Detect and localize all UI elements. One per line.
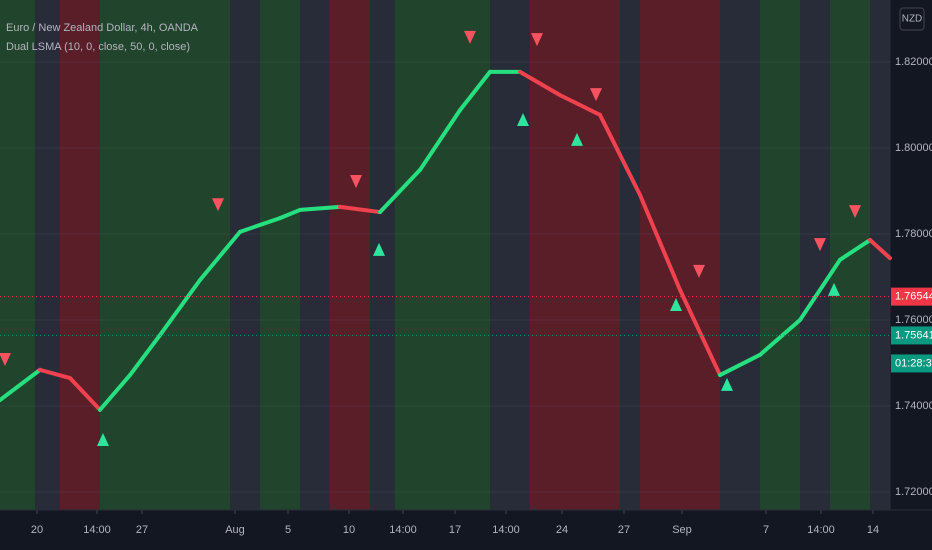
lsma-segment xyxy=(198,229,242,283)
buy-signal xyxy=(670,297,682,311)
buy-signal xyxy=(721,377,733,391)
lsma-segment xyxy=(678,287,722,378)
price-label-box xyxy=(891,326,932,345)
background-band xyxy=(230,0,260,510)
lsma-segment xyxy=(518,69,562,98)
background-band xyxy=(620,0,640,510)
price-label-box xyxy=(891,287,932,306)
lsma-segment xyxy=(238,216,282,234)
background-band xyxy=(0,0,35,510)
y-tick-label: 1.78000 xyxy=(895,228,932,240)
sell-signal xyxy=(531,33,543,47)
x-tick-label: 14:00 xyxy=(83,524,111,536)
lsma-segment xyxy=(758,318,802,357)
lsma-segment xyxy=(598,112,642,197)
background-band xyxy=(870,0,890,510)
indicator-title: Dual LSMA (10, 0, close, 50, 0, close) xyxy=(6,41,190,53)
y-tick-label: 1.82000 xyxy=(895,56,932,68)
background-band xyxy=(330,0,370,510)
lsma-segment xyxy=(378,167,422,215)
lsma-segment xyxy=(98,373,132,412)
sell-signal xyxy=(814,238,826,252)
y-tick-label: 1.74000 xyxy=(895,400,932,412)
symbol-title: Euro / New Zealand Dollar, 4h, OANDA xyxy=(6,22,199,34)
lsma-segment xyxy=(0,367,42,402)
buy-signal xyxy=(571,132,583,146)
buy-signal xyxy=(828,282,840,296)
background-band xyxy=(100,0,230,510)
sell-signal xyxy=(464,30,476,44)
lsma-segment xyxy=(338,204,382,215)
price-label: 1.75641 xyxy=(895,329,932,341)
x-tick-label: Sep xyxy=(672,524,692,536)
lsma-segment xyxy=(838,238,872,262)
lsma-segment xyxy=(718,352,762,378)
x-tick-label: 24 xyxy=(556,524,568,536)
lsma-segment xyxy=(638,192,682,292)
background-band xyxy=(530,0,620,510)
background-band xyxy=(760,0,800,510)
currency: NZD xyxy=(902,14,923,25)
background-band xyxy=(300,0,330,510)
x-tick-label: 10 xyxy=(343,524,355,536)
background-band xyxy=(35,0,60,510)
sell-signal xyxy=(212,198,224,212)
background-band xyxy=(395,0,490,510)
background-band xyxy=(800,0,830,510)
lsma-segment xyxy=(298,204,342,212)
x-tick-label: 7 xyxy=(763,524,769,536)
sell-signal xyxy=(693,264,705,278)
sell-signal xyxy=(849,205,861,219)
sell-signal xyxy=(0,352,11,366)
lsma-segment xyxy=(128,333,162,378)
sell-signal xyxy=(590,88,602,102)
sell-signal xyxy=(350,174,362,188)
x-tick-label: 17 xyxy=(449,524,461,536)
background-band xyxy=(260,0,300,510)
y-tick-label: 1.76000 xyxy=(895,314,932,326)
background-band xyxy=(60,0,100,510)
buy-signal xyxy=(373,242,385,256)
y-tick-label: 1.72000 xyxy=(895,486,932,498)
x-tick-label: 20 xyxy=(31,524,43,536)
countdown: 01:28:39 xyxy=(895,357,932,369)
lsma-segment xyxy=(68,376,102,412)
lsma-segment xyxy=(278,207,302,221)
lsma-segment xyxy=(418,108,462,172)
x-tick-label: 27 xyxy=(136,524,148,536)
background-band xyxy=(640,0,720,510)
x-tick-label: 14 xyxy=(867,524,879,536)
x-tick-label: 14:00 xyxy=(492,524,520,536)
buy-signal xyxy=(517,113,529,127)
background-band xyxy=(490,0,530,510)
x-tick-label: 27 xyxy=(618,524,630,536)
price-label: 1.76544 xyxy=(895,291,932,303)
x-tick-label: 14:00 xyxy=(389,524,417,536)
x-tick-label: 5 xyxy=(285,524,291,536)
currency-box xyxy=(899,7,925,31)
lsma-segment xyxy=(558,93,602,117)
lsma-segment xyxy=(458,69,492,113)
y-tick-label: 1.80000 xyxy=(895,142,932,154)
countdown-box xyxy=(891,354,932,373)
lsma-segment xyxy=(868,238,892,261)
lsma-segment xyxy=(38,367,72,381)
x-tick-label: 14:00 xyxy=(807,524,835,536)
lsma-segment xyxy=(158,278,202,338)
buy-signal xyxy=(97,432,109,446)
x-tick-label: Aug xyxy=(225,524,245,536)
lsma-segment xyxy=(798,257,842,322)
background-band xyxy=(720,0,760,510)
